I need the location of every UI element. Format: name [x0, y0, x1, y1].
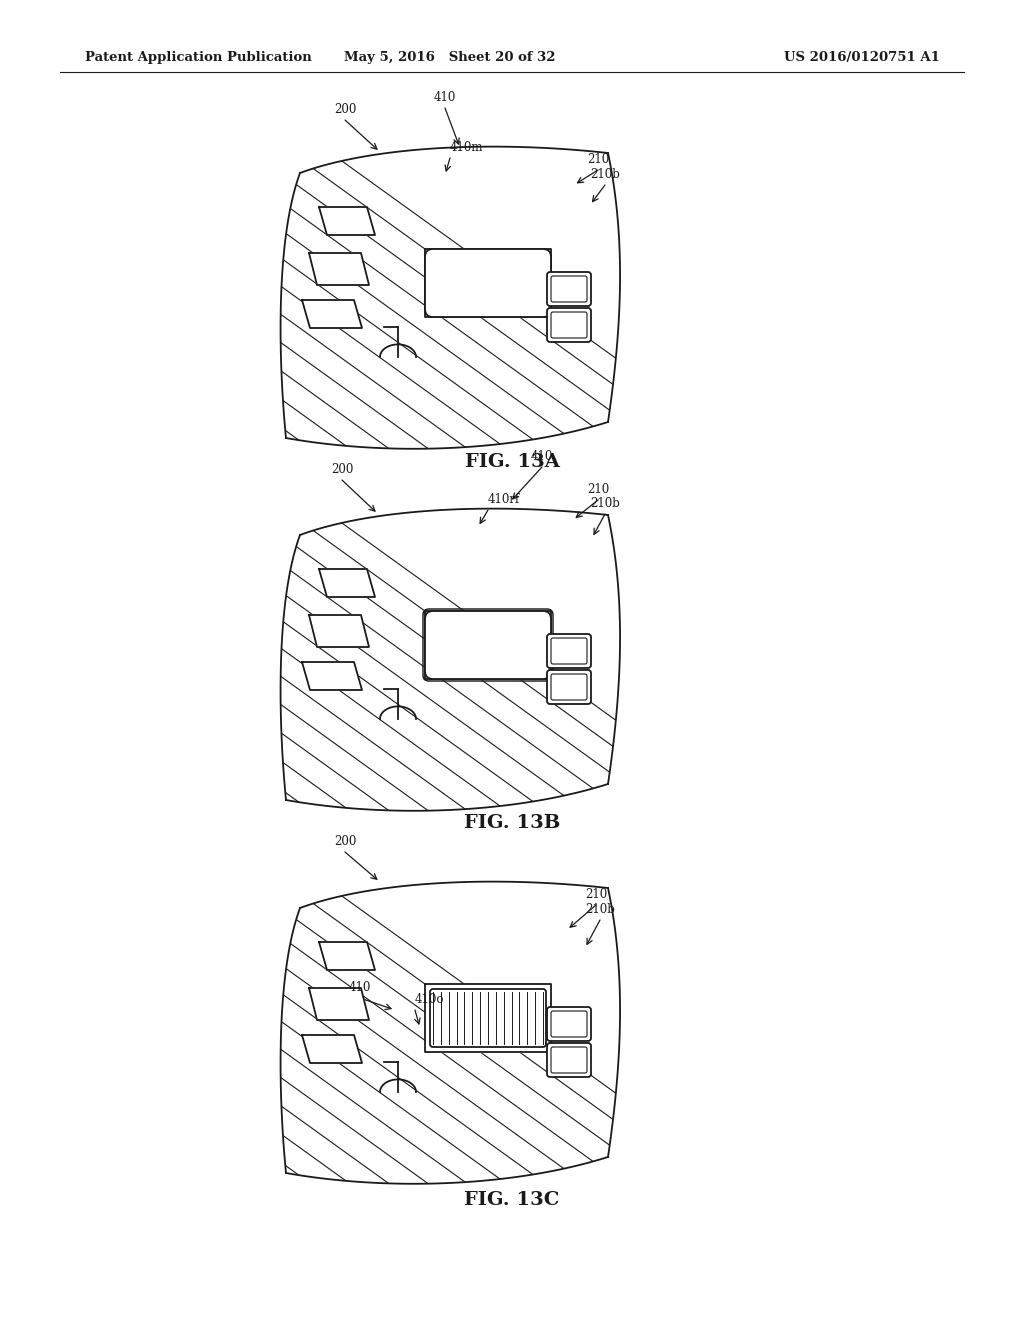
Text: 210b: 210b	[590, 498, 620, 510]
Text: 210: 210	[587, 153, 609, 166]
FancyBboxPatch shape	[551, 1011, 587, 1038]
Text: 210b: 210b	[585, 903, 615, 916]
Polygon shape	[319, 569, 375, 597]
Text: 210b: 210b	[590, 168, 620, 181]
Polygon shape	[309, 987, 369, 1020]
Polygon shape	[281, 508, 621, 810]
Text: FIG. 13B: FIG. 13B	[464, 814, 560, 832]
Polygon shape	[319, 207, 375, 235]
FancyBboxPatch shape	[551, 1047, 587, 1073]
Polygon shape	[281, 882, 621, 1184]
Text: Patent Application Publication: Patent Application Publication	[85, 51, 311, 65]
Text: FIG. 13A: FIG. 13A	[465, 453, 559, 471]
Text: 210: 210	[585, 888, 607, 902]
Text: 410: 410	[530, 450, 553, 463]
Text: 410: 410	[349, 981, 371, 994]
Polygon shape	[309, 253, 369, 285]
Text: 210: 210	[587, 483, 609, 496]
FancyBboxPatch shape	[547, 272, 591, 306]
FancyBboxPatch shape	[425, 249, 551, 317]
FancyBboxPatch shape	[547, 1043, 591, 1077]
FancyBboxPatch shape	[551, 638, 587, 664]
Polygon shape	[425, 249, 551, 317]
Polygon shape	[281, 147, 621, 449]
FancyBboxPatch shape	[551, 312, 587, 338]
FancyBboxPatch shape	[547, 1007, 591, 1041]
Text: 410rf: 410rf	[488, 492, 520, 506]
Polygon shape	[302, 1035, 362, 1063]
Text: US 2016/0120751 A1: US 2016/0120751 A1	[784, 51, 940, 65]
Text: FIG. 13C: FIG. 13C	[464, 1191, 560, 1209]
Polygon shape	[319, 942, 375, 970]
Polygon shape	[425, 611, 551, 678]
Polygon shape	[302, 300, 362, 327]
Text: 200: 200	[331, 463, 353, 477]
FancyBboxPatch shape	[430, 989, 546, 1047]
FancyBboxPatch shape	[551, 675, 587, 700]
Text: 200: 200	[334, 836, 356, 847]
Text: 410m: 410m	[450, 141, 483, 154]
Polygon shape	[425, 983, 551, 1052]
FancyBboxPatch shape	[425, 611, 551, 678]
Text: 410o: 410o	[415, 993, 444, 1006]
Text: May 5, 2016   Sheet 20 of 32: May 5, 2016 Sheet 20 of 32	[344, 51, 556, 65]
Polygon shape	[302, 663, 362, 690]
Text: 410: 410	[434, 91, 456, 104]
Polygon shape	[309, 615, 369, 647]
FancyBboxPatch shape	[547, 634, 591, 668]
FancyBboxPatch shape	[547, 671, 591, 704]
FancyBboxPatch shape	[547, 308, 591, 342]
FancyBboxPatch shape	[551, 276, 587, 302]
Text: 200: 200	[334, 103, 356, 116]
